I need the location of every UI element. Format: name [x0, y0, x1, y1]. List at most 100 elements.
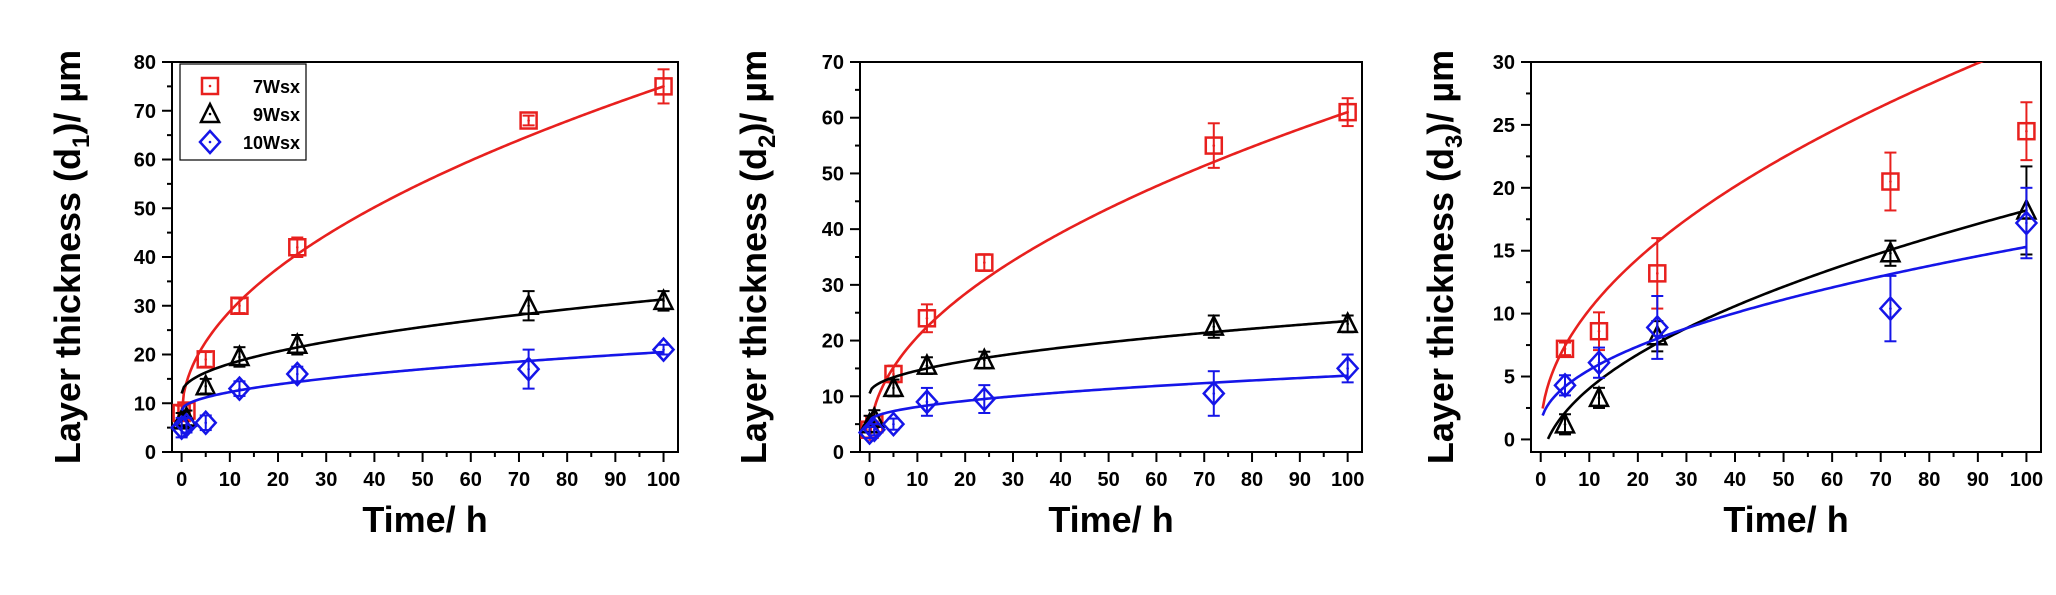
- x-tick-label: 60: [1821, 469, 1843, 491]
- data-point-10Wsx: [516, 356, 541, 382]
- data-point-9Wsx-dot: [983, 358, 986, 362]
- series-9Wsx: [858, 311, 1359, 434]
- data-point-10Wsx: [1335, 355, 1360, 382]
- data-point-7Wsx: [1648, 264, 1667, 283]
- y-tick-label: 30: [822, 275, 844, 297]
- data-point-9Wsx: [652, 288, 675, 311]
- x-tick-label: 100: [1331, 469, 1364, 491]
- data-point-10Wsx-dot: [185, 423, 188, 427]
- y-tick-label: 80: [134, 52, 156, 74]
- fit-curve-9Wsx: [868, 319, 1348, 395]
- data-point-10Wsx: [285, 361, 309, 387]
- legend-marker-7Wsx-dot: [208, 84, 212, 88]
- y-axis-title-unit: )/ µm: [47, 50, 88, 135]
- y-axis-title: Layer thickness (d1)/ µm: [47, 50, 95, 464]
- data-point-10Wsx-dot: [1655, 326, 1659, 329]
- data-point-7Wsx: [196, 350, 215, 369]
- data-point-10Wsx: [915, 388, 939, 415]
- x-axis-title: Time/ h: [362, 499, 487, 540]
- y-tick-label: 5: [1504, 367, 1515, 389]
- x-tick-label: 40: [1724, 469, 1746, 491]
- legend-label: 7Wsx: [253, 77, 300, 97]
- y-tick-label: 20: [1493, 178, 1515, 200]
- y-tick-label: 60: [822, 108, 844, 130]
- x-tick-label: 0: [864, 469, 875, 491]
- y-tick-label: 10: [134, 393, 156, 415]
- data-point-10Wsx: [881, 411, 906, 438]
- x-tick-label: 20: [954, 469, 976, 491]
- data-point-10Wsx-dot: [527, 367, 530, 371]
- y-tick-label: 0: [833, 442, 844, 464]
- data-point-9Wsx-dot: [925, 364, 929, 367]
- legend-marker-10Wsx: [198, 129, 222, 155]
- data-point-7Wsx: [2017, 121, 2036, 141]
- x-tick-label: 50: [1097, 469, 1119, 491]
- data-point-10Wsx: [651, 336, 676, 363]
- data-point-9Wsx: [286, 331, 309, 354]
- data-point-9Wsx-dot: [892, 386, 895, 390]
- data-point-9Wsx-dot: [238, 355, 241, 359]
- series-10Wsx: [169, 336, 676, 441]
- data-point-7Wsx-dot: [1563, 347, 1567, 351]
- data-point-7Wsx-dot: [925, 316, 929, 320]
- data-point-10Wsx: [194, 409, 218, 436]
- data-point-9Wsx-dot: [1597, 396, 1601, 400]
- data-point-9Wsx: [1587, 385, 1611, 408]
- data-point-7Wsx-dot: [238, 304, 241, 308]
- data-point-9Wsx: [973, 347, 996, 370]
- data-point-9Wsx: [194, 373, 217, 396]
- data-point-10Wsx-dot: [204, 421, 208, 425]
- data-point-10Wsx-dot: [1889, 307, 1892, 310]
- data-point-9Wsx: [1553, 411, 1577, 434]
- chart-d3-svg: 0 5 10 15 20 25 30 0 10 20 30 40 50 60 70 80 90 100 Time/ …: [1420, 50, 2043, 540]
- data-point-10Wsx-dot: [1346, 367, 1349, 370]
- data-point-10Wsx-dot: [238, 387, 241, 390]
- data-point-9Wsx-dot: [527, 304, 530, 308]
- x-tick-label: 30: [1675, 469, 1697, 491]
- fit-curve-10Wsx: [1541, 245, 2027, 416]
- x-tick-label: 0: [176, 469, 187, 491]
- y-tick-label: 10: [1493, 304, 1515, 326]
- y-tick-label: 25: [1493, 115, 1515, 137]
- x-tick-label: 30: [315, 469, 337, 491]
- legend-marker-9Wsx: [198, 101, 222, 124]
- data-point-10Wsx-dot: [1597, 361, 1601, 364]
- chart-d1-svg: 0 10 20 30 40 50 60 70 80 0 10 20 30 40 50 60 70 80 90 100 T…: [47, 50, 680, 540]
- series-7Wsx: [1541, 62, 2036, 409]
- data-point-10Wsx-dot: [925, 400, 929, 404]
- y-axis-title-unit: )/ µm: [733, 50, 774, 135]
- chart-d2-svg: 0 10 20 30 40 50 60 70 0 10 20 30 40 50 60 70 80 90 100 Tim…: [733, 50, 1364, 540]
- legend-label: 9Wsx: [253, 105, 300, 125]
- y-tick-label: 0: [145, 442, 156, 464]
- chart-panel-d2: 0 10 20 30 40 50 60 70 0 10 20 30 40 50 60 70 80 90 100 Tim…: [690, 0, 1373, 595]
- x-tick-label: 70: [1193, 469, 1215, 491]
- x-tick-label: 0: [1535, 469, 1546, 491]
- data-point-9Wsx-dot: [1346, 322, 1349, 326]
- y-tick-label: 30: [134, 296, 156, 318]
- y-axis-title-unit: )/ µm: [1420, 50, 1461, 135]
- x-tick-label: 10: [219, 469, 241, 491]
- data-point-7Wsx: [1589, 321, 1609, 341]
- data-point-10Wsx-dot: [1563, 384, 1567, 387]
- data-point-7Wsx: [1204, 136, 1224, 155]
- data-point-10Wsx-dot: [180, 426, 183, 429]
- x-tick-label: 80: [1918, 469, 1940, 491]
- data-point-7Wsx: [917, 309, 937, 328]
- legend-label: 10Wsx: [243, 133, 300, 153]
- fit-curve-10Wsx: [180, 350, 664, 412]
- x-tick-label: 90: [1289, 469, 1311, 491]
- x-tick-label: 20: [267, 469, 289, 491]
- x-tick-label: 10: [906, 469, 928, 491]
- data-point-10Wsx-dot: [873, 428, 876, 432]
- fit-curve-10Wsx: [868, 374, 1348, 423]
- x-tick-label: 10: [1578, 469, 1600, 491]
- y-axis-title-subscript: 3: [1441, 135, 1468, 148]
- data-point-10Wsx: [1587, 349, 1611, 376]
- chart-panel-d3: 0 5 10 15 20 25 30 0 10 20 30 40 50 60 70 80 90 100 Time/ …: [1373, 0, 2056, 595]
- x-tick-label: 40: [363, 469, 385, 491]
- x-axis-title: Time/ h: [1048, 499, 1173, 540]
- data-point-9Wsx-dot: [204, 384, 208, 388]
- y-axis-title-main: Layer thickness (d: [1420, 148, 1461, 464]
- data-point-7Wsx: [1881, 172, 1900, 191]
- x-tick-label: 100: [2010, 469, 2043, 491]
